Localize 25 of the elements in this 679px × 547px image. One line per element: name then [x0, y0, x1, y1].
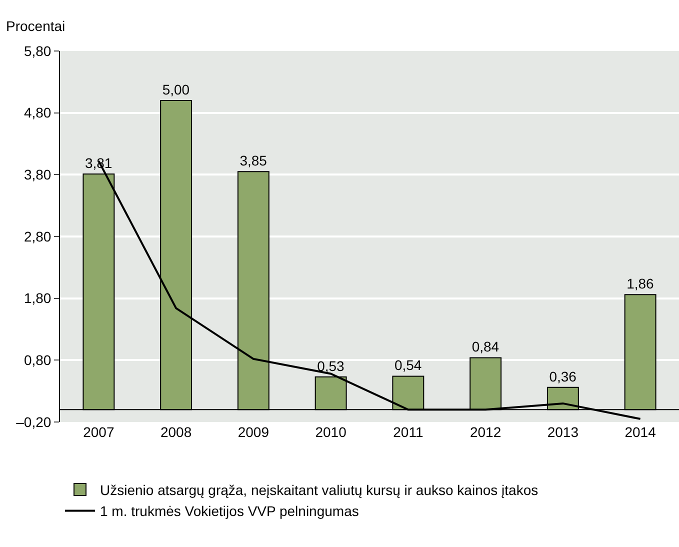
- x-tick-label: 2012: [470, 424, 502, 440]
- data-label: 0,84: [472, 338, 500, 355]
- x-tick-label: 2009: [238, 424, 270, 440]
- data-label: 0,54: [394, 357, 422, 374]
- data-label: 0,53: [317, 358, 345, 374]
- legend-label: 1 m. trukmės Vokietijos VVP pelningumas: [100, 503, 359, 520]
- data-label: 0,36: [549, 368, 577, 384]
- data-label: 1,86: [626, 276, 654, 292]
- x-tick-label: 2013: [547, 424, 579, 440]
- y-tick-label: 5,80: [24, 42, 52, 59]
- x-tick-label: 2010: [315, 424, 347, 440]
- x-tick-label: 2011: [393, 424, 424, 440]
- y-tick-label: 2,80: [24, 228, 52, 244]
- y-tick-label: 0,80: [24, 352, 52, 368]
- data-label: 5,00: [162, 81, 190, 98]
- y-tick-label: 4,80: [24, 104, 52, 121]
- x-tick-label: 2008: [160, 424, 192, 440]
- y-tick-label: 3,80: [24, 166, 52, 183]
- data-label: 3,85: [240, 152, 268, 169]
- y-tick-label: 1,80: [24, 290, 52, 306]
- y-tick-label: –0,20: [16, 414, 52, 430]
- x-tick-label: 2007: [83, 424, 114, 440]
- legend-label: Užsienio atsargų grąža, neįskaitant valiutų kursų ir aukso kainos įtakos: [100, 482, 538, 498]
- x-tick-label: 2014: [624, 424, 656, 440]
- y-axis-title: Procentai: [6, 18, 66, 34]
